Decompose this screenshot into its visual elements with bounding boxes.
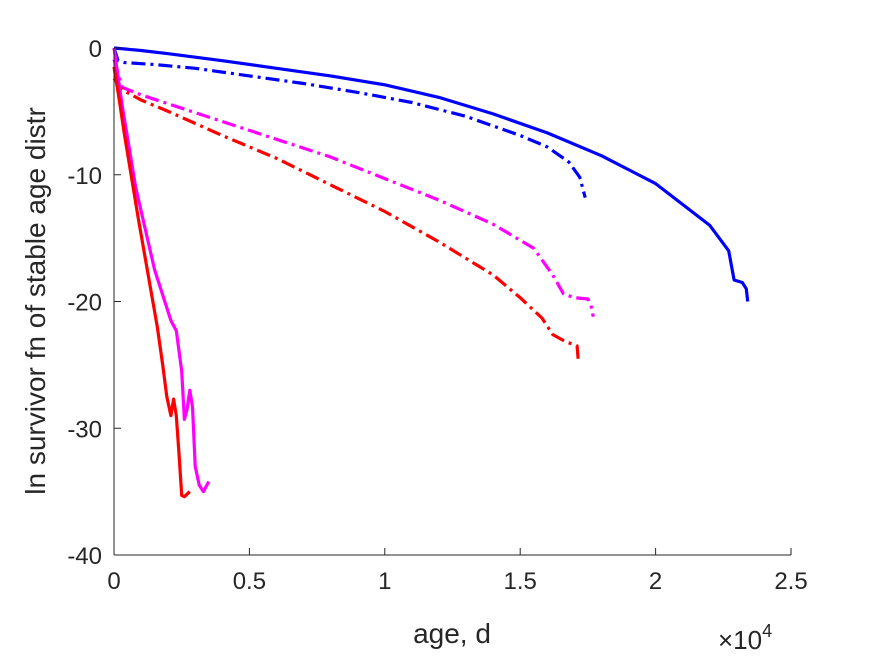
x-axis-ticks: 0 0.5 1 1.5 2 2.5 <box>107 548 808 595</box>
y-tick-label: -20 <box>67 290 102 317</box>
series-line-1 <box>113 46 750 302</box>
x-axis-multiplier: ×104 <box>718 621 772 655</box>
series-line-3 <box>112 58 595 318</box>
x-axis-label: age, d <box>413 618 491 649</box>
y-axis-ticks: 0 -10 -20 -30 -40 <box>67 36 121 570</box>
series-line-2 <box>112 47 587 199</box>
x-tick-label: 2 <box>649 568 662 595</box>
x-tick-label: 2.5 <box>774 568 807 595</box>
series-line-5 <box>112 47 211 494</box>
y-tick-label: 0 <box>89 36 102 63</box>
x-axis-multiplier-exponent: 4 <box>762 621 772 641</box>
plot-area <box>114 48 791 555</box>
y-tick-label: -40 <box>67 543 102 570</box>
x-tick-label: 1.5 <box>504 568 537 595</box>
y-tick-label: -30 <box>67 416 102 443</box>
y-tick-label: -10 <box>67 163 102 190</box>
series-group <box>112 46 750 499</box>
series-line-6 <box>112 66 191 499</box>
x-tick-label: 0 <box>107 568 120 595</box>
x-tick-label: 1 <box>378 568 391 595</box>
series-line-4 <box>112 77 580 363</box>
x-axis-multiplier-base: ×10 <box>718 625 762 655</box>
x-tick-label: 0.5 <box>233 568 266 595</box>
y-axis-label: ln survivor fn of stable age distr <box>20 107 51 495</box>
